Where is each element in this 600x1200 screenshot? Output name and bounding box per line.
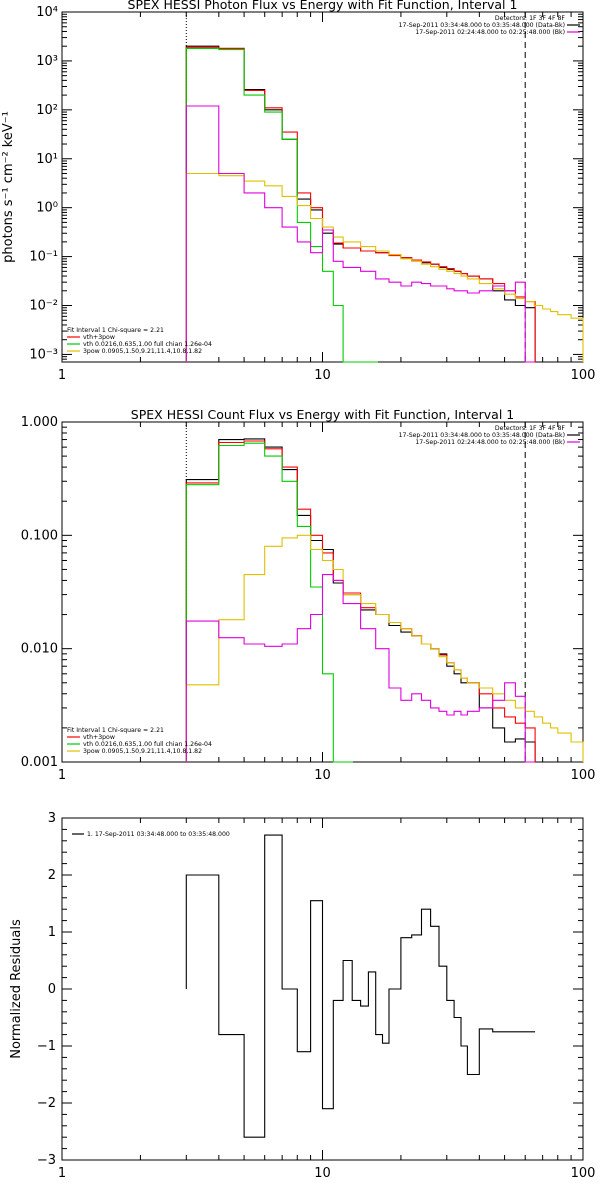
y-tick-label: 3 xyxy=(48,811,56,826)
y-tick-label: 10⁻¹ xyxy=(29,250,58,265)
legend-bottom-text: Fit Interval 1 Chi-square = 2.21 xyxy=(67,727,164,734)
x-tick-label: 100 xyxy=(571,768,596,783)
chart-panel-1: SPEX HESSI Photon Flux vs Energy with Fi… xyxy=(1,0,595,383)
legend-text: 1. 17-Sep-2011 03:34:48.000 to 03:35:48.… xyxy=(87,831,230,838)
y-tick-label: 0 xyxy=(48,982,56,997)
series-data-bk xyxy=(185,45,536,362)
legend-bottom-text: vth+3pow xyxy=(83,734,115,741)
series-bk xyxy=(185,574,536,763)
y-tick-label: 10⁻² xyxy=(29,299,58,314)
y-tick-label: 2 xyxy=(48,868,56,883)
y-tick-label: −2 xyxy=(37,1096,56,1111)
legend-bottom-text: 3pow 0.0905,1.50,9.21,11.4,10.8,1.82 xyxy=(83,748,202,755)
y-axis-label: photons s⁻¹ cm⁻² keV⁻¹ xyxy=(1,111,16,263)
y-tick-label: 10⁻³ xyxy=(29,347,58,362)
plot-frame xyxy=(61,11,584,363)
chart-panel-3: 1 10 100 −3 −2 −1 0 1 2 3 Normalized Residuals 1. 1… xyxy=(9,811,595,1181)
series-vth xyxy=(185,47,378,363)
legend-bottom-text: Fit Interval 1 Chi-square = 2.21 xyxy=(67,327,164,334)
y-tick-label: 10⁴ xyxy=(36,5,58,20)
series-vth-3pow xyxy=(185,46,536,362)
legend-top-text: Detectors: 1F 3F 4F 8F xyxy=(495,15,566,22)
y-tick-label: 10² xyxy=(36,103,58,118)
legend-top-text: 17-Sep-2011 02:24:48.000 to 02:25:48.000… xyxy=(415,439,565,446)
legend-top-text: 17-Sep-2011 03:34:48.000 to 03:35:48.000… xyxy=(399,22,565,29)
x-tick-label: 1 xyxy=(58,368,66,383)
legend-bottom-text: 3pow 0.0905,1.50,9.21,11.4,10.8,1.82 xyxy=(83,348,202,355)
x-tick-label: 10 xyxy=(314,1166,331,1181)
legend-top-text: 17-Sep-2011 02:24:48.000 to 02:25:48.000… xyxy=(415,29,565,36)
series-3pow xyxy=(185,172,584,362)
legend-top-text: Detectors: 1F 3F 4F 8F xyxy=(495,425,566,432)
y-tick-label: 1.000 xyxy=(21,415,58,430)
chart-title: SPEX HESSI Count Flux vs Energy with Fit… xyxy=(131,407,514,422)
y-tick-label: 10¹ xyxy=(36,152,58,167)
x-tick-label: 10 xyxy=(314,368,331,383)
x-tick-label: 1 xyxy=(58,768,66,783)
y-tick-label: 0.010 xyxy=(21,642,58,657)
legend-bottom-text: vth 0.0216,0.635,1.00 full chian 1.26e-0… xyxy=(83,341,212,348)
x-tick-label: 100 xyxy=(571,368,596,383)
series-3pow xyxy=(185,534,584,762)
y-axis-label: Normalized Residuals xyxy=(9,919,24,1059)
legend-top-text: 17-Sep-2011 03:34:48.000 to 03:35:48.000… xyxy=(399,432,565,439)
series-bk xyxy=(185,105,536,363)
y-tick-label: 0.001 xyxy=(21,755,58,770)
y-tick-label: −1 xyxy=(37,1039,56,1054)
y-tick-label: 0.100 xyxy=(21,528,58,543)
x-tick-label: 1 xyxy=(58,1166,66,1181)
series-1-17-sep-2011-03-34-48-000-to-03-35-48-000 xyxy=(185,834,536,1138)
x-tick-label: 100 xyxy=(571,1166,596,1181)
legend-bottom-text: vth+3pow xyxy=(83,334,115,341)
y-tick-label: 10⁰ xyxy=(36,201,58,216)
x-tick-label: 10 xyxy=(314,768,331,783)
series-vth xyxy=(185,442,353,763)
chart-panel-2: SPEX HESSI Count Flux vs Energy with Fit… xyxy=(21,407,596,783)
legend-bottom-text: vth 0.0216,0.635,1.00 full chian 1.26e-0… xyxy=(83,741,212,748)
y-tick-label: −3 xyxy=(37,1153,56,1168)
y-tick-label: 10³ xyxy=(36,54,58,69)
y-tick-label: 1 xyxy=(48,925,56,940)
chart-title: SPEX HESSI Photon Flux vs Energy with Fi… xyxy=(128,0,518,12)
